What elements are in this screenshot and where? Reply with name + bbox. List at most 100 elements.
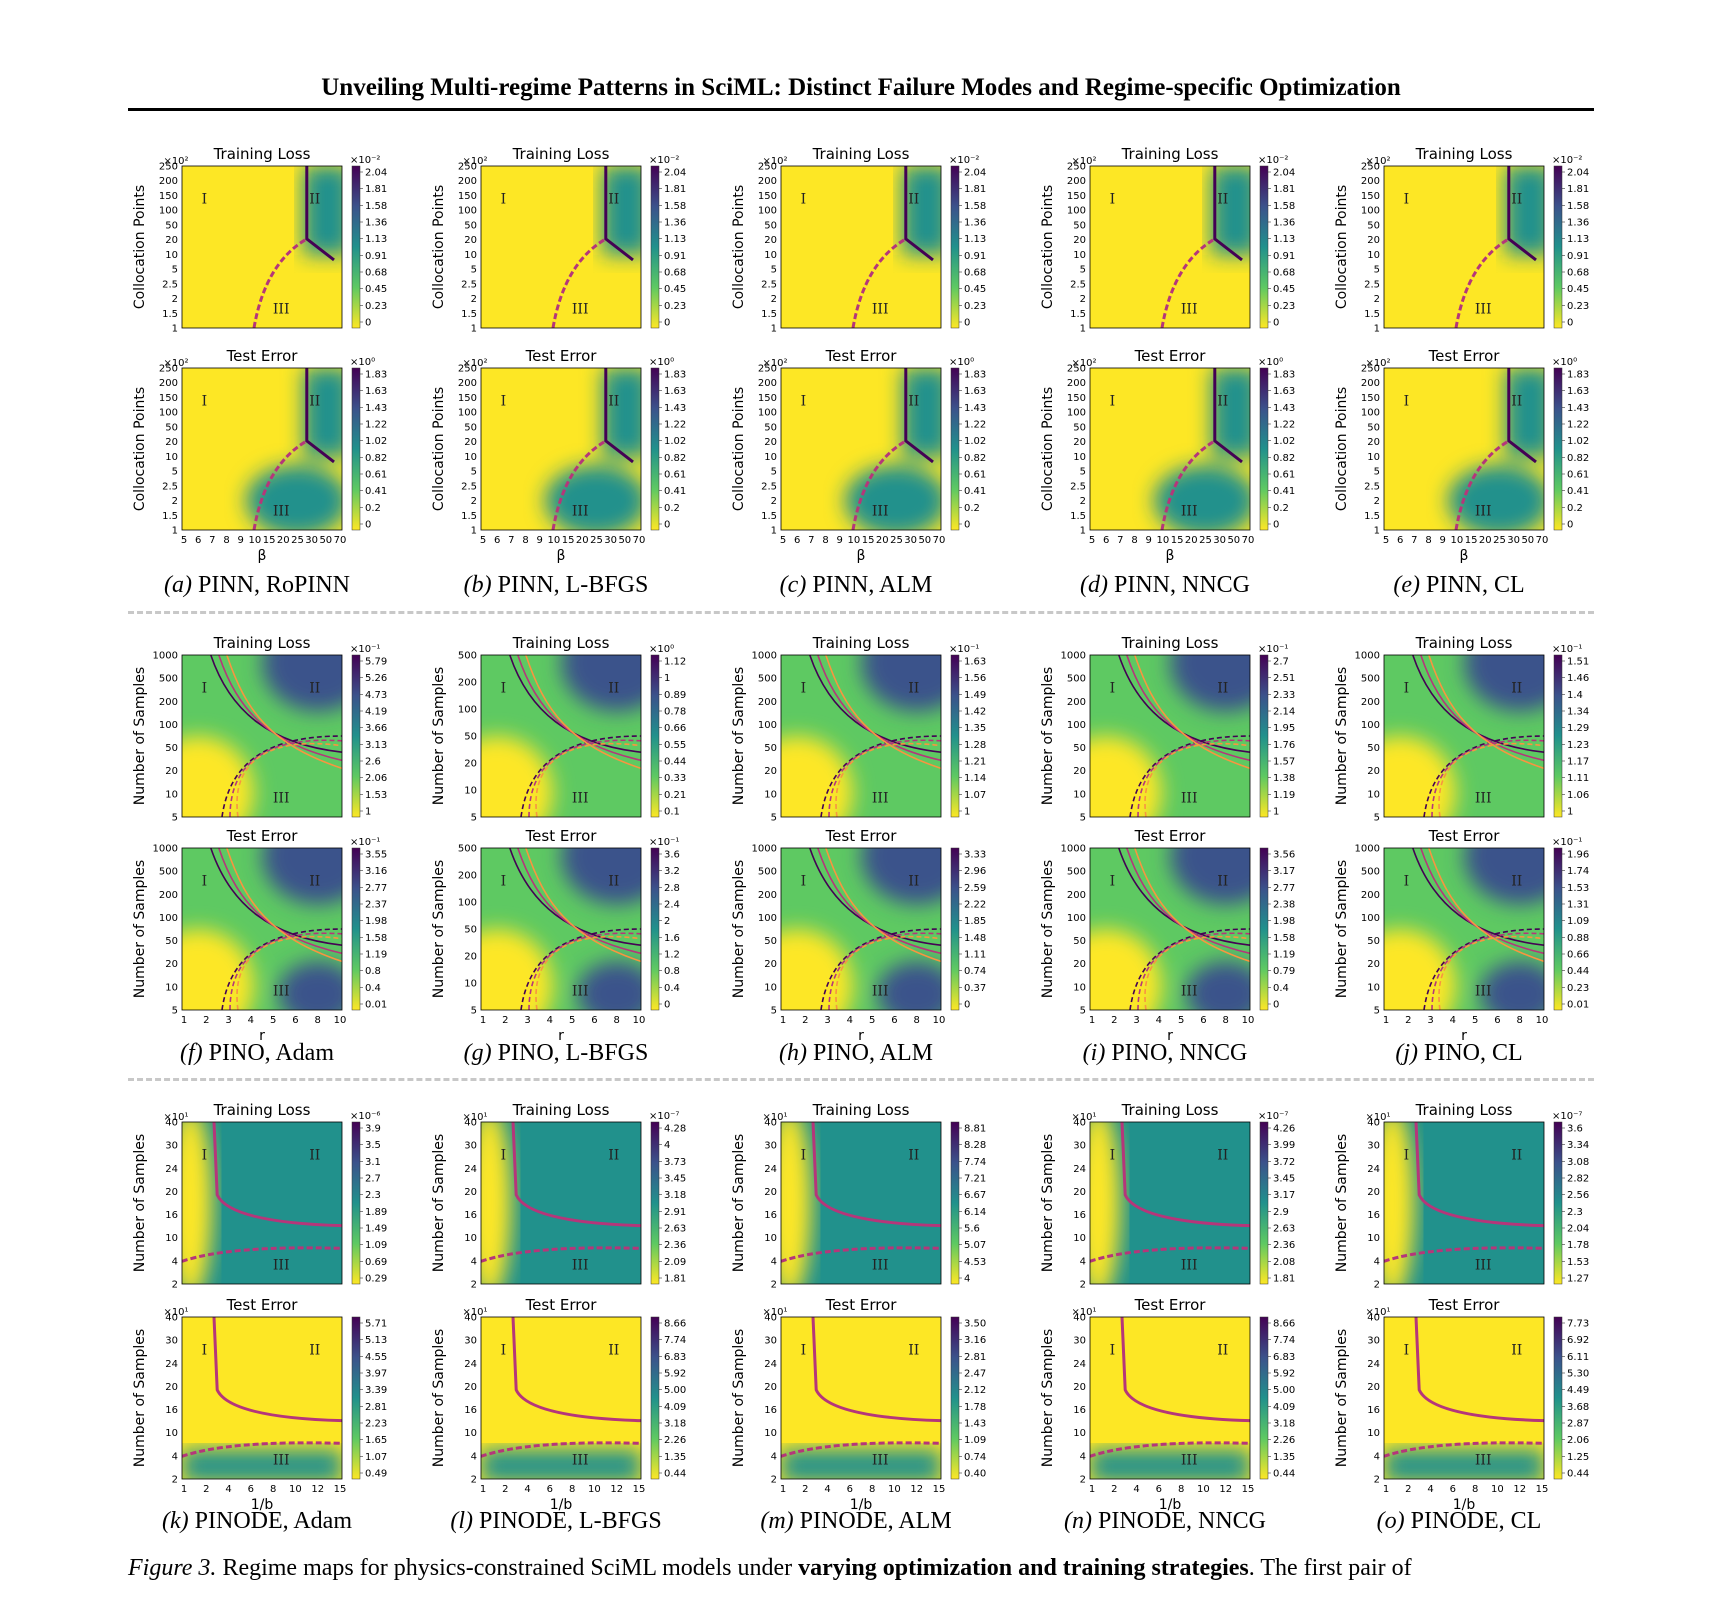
subplot-title: Test Error — [825, 347, 898, 365]
y-tick-label: 10 — [764, 982, 777, 993]
x-tick-label: 1 — [1383, 1015, 1389, 1026]
x-tick-label: 30 — [1213, 535, 1226, 546]
colorbar-tick-label: 1.35 — [964, 723, 986, 734]
x-tick-label: 10 — [848, 535, 861, 546]
panel-e: Training Loss ×10⁻²2.041.811.581.361.130.… — [1334, 145, 1589, 598]
colorbar-tick-label: 1.43 — [1567, 403, 1589, 414]
colorbar-tick-label: 0.45 — [1567, 284, 1589, 295]
colorbar-tick-label: 0.2 — [365, 503, 381, 514]
subplot-title: Training Loss — [1121, 145, 1219, 163]
x-tick-label: 6 — [248, 1484, 254, 1495]
colorbar-tick-label: 0.68 — [1273, 268, 1295, 279]
x-axis-label: 1/b — [550, 1497, 573, 1513]
y-tick-label: 2.5 — [461, 481, 477, 492]
colorbar-tick-label: 0.23 — [1567, 301, 1589, 312]
y-tick-label: 10 — [1073, 1428, 1086, 1439]
x-tick-label: 25 — [890, 535, 903, 546]
y-multiplier: ×10¹ — [762, 1112, 787, 1123]
y-tick-label: 20 — [165, 1187, 178, 1198]
x-tick-label: 4 — [248, 1015, 254, 1026]
y-tick-label: 16 — [165, 1405, 178, 1416]
y-tick-label: 20 — [1073, 766, 1086, 777]
colorbar-tick-label: 1.11 — [964, 950, 986, 961]
y-tick-label: 20 — [464, 437, 477, 448]
region-label: II — [608, 393, 619, 409]
x-tick-label: 25 — [291, 535, 304, 546]
region-label: I — [801, 191, 807, 207]
x-tick-label: 9 — [1440, 535, 1446, 546]
page-header: Unveiling Multi-regime Patterns in SciML… — [321, 74, 1401, 101]
region-label: I — [1404, 393, 1410, 409]
colorbar-tick-label: 1.02 — [365, 436, 387, 447]
colorbar-tick-label: 8.28 — [964, 1140, 986, 1151]
region-label: I — [501, 191, 507, 207]
x-tick-label: 6 — [794, 535, 800, 546]
y-tick-label: 30 — [1367, 1336, 1380, 1347]
y-tick-label: 50 — [1073, 422, 1086, 433]
y-axis-label: Number of Samples — [431, 1134, 447, 1272]
y-tick-label: 10 — [1367, 1428, 1380, 1439]
x-tick-label: 5 — [1089, 535, 1095, 546]
y-tick-label: 20 — [1073, 235, 1086, 246]
y-tick-label: 2 — [471, 1475, 477, 1486]
y-tick-label: 1.5 — [761, 511, 777, 522]
group-separator — [128, 1078, 1594, 1081]
x-tick-label: 6 — [494, 535, 500, 546]
y-tick-label: 24 — [165, 1359, 178, 1370]
x-axis-label: r — [259, 1028, 265, 1044]
colorbar-tick-label: 0.91 — [1567, 251, 1589, 262]
y-tick-label: 1.5 — [162, 309, 178, 320]
x-tick-label: 15 — [1536, 1484, 1549, 1495]
colorbar — [1553, 847, 1563, 1011]
y-multiplier: ×10¹ — [1365, 1112, 1390, 1123]
y-tick-label: 200 — [758, 697, 777, 708]
x-tick-label: 12 — [910, 1484, 923, 1495]
y-tick-label: 30 — [165, 1336, 178, 1347]
colorbar — [1259, 847, 1269, 1011]
subplot-title: Test Error — [525, 1296, 598, 1314]
panel-caption: (h) PINO, ALM — [779, 1040, 933, 1066]
colorbar-tick-label: 5.26 — [365, 673, 387, 684]
caption-label: Figure 3. — [128, 1555, 217, 1581]
x-axis-label: 1/b — [251, 1497, 274, 1513]
region-label: II — [1511, 393, 1522, 409]
y-multiplier: ×10¹ — [762, 1307, 787, 1318]
y-tick-label: 50 — [764, 936, 777, 947]
panel-c: Training Loss ×10⁻²2.041.811.581.361.130.… — [731, 145, 986, 598]
y-tick-label: 10 — [764, 250, 777, 261]
colorbar-tick-label: 1.22 — [1273, 420, 1295, 431]
y-tick-label: 100 — [1361, 206, 1380, 217]
colorbar-tick-label: 0.91 — [1273, 251, 1295, 262]
region-label: III — [1475, 504, 1492, 520]
y-tick-label: 500 — [159, 674, 178, 685]
y-tick-label: 20 — [464, 235, 477, 246]
x-tick-label: 15 — [562, 535, 575, 546]
region-label: II — [908, 191, 919, 207]
region-label: I — [1404, 1147, 1410, 1163]
colorbar-tick-label: 1.2 — [664, 950, 680, 961]
region-label: III — [572, 1258, 589, 1274]
region-label: II — [1511, 1342, 1522, 1358]
x-axis-label: r — [1461, 1028, 1467, 1044]
x-tick-label: 4 — [524, 1484, 530, 1495]
region-label: III — [1181, 791, 1198, 807]
colorbar-tick-label: 0.61 — [664, 470, 686, 481]
subplot-title: Training Loss — [812, 634, 910, 652]
colorbar-tick-label: 1.14 — [964, 773, 986, 784]
y-tick-label: 200 — [159, 697, 178, 708]
y-tick-label: 1.5 — [1070, 511, 1086, 522]
colorbar-tick-label: 1.36 — [664, 218, 686, 229]
panel-l: Training Loss ×10⁻⁷ 4.28 4 3.73 3.45 3.18 2.91 2… — [431, 1101, 686, 1534]
y-tick-label: 1000 — [752, 651, 777, 662]
colorbar — [950, 654, 960, 818]
x-tick-label: 8 — [614, 1015, 620, 1026]
region-label: II — [908, 1147, 919, 1163]
y-tick-label: 5 — [1080, 1006, 1086, 1017]
y-tick-label: 200 — [1067, 176, 1086, 187]
x-tick-label: 8 — [1178, 1484, 1184, 1495]
colorbar-tick-label: 1.58 — [365, 201, 387, 212]
y-tick-label: 1 — [471, 324, 477, 335]
colorbar-tick-label: 5.00 — [1273, 1385, 1295, 1396]
colorbar-tick-label: 1.83 — [664, 370, 686, 381]
colorbar-tick-label: 2.59 — [964, 883, 986, 894]
